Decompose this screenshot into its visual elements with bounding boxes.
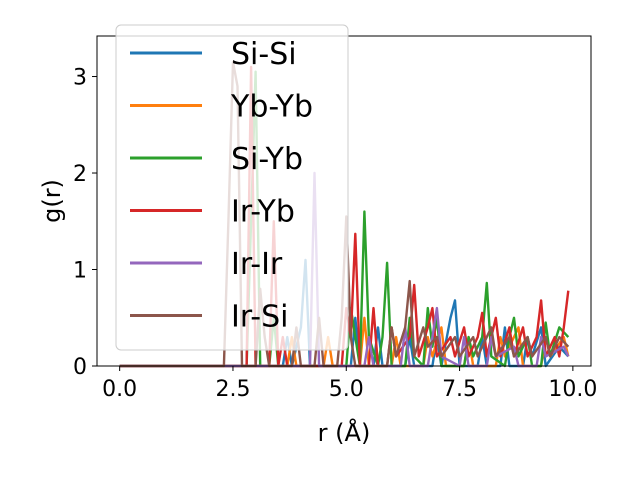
legend-label: Si-Yb (231, 142, 303, 177)
y-tick-label: 2 (73, 162, 87, 187)
x-axis-label: r (Å) (318, 418, 371, 447)
legend: Si-Si Yb-Yb Si-Yb Ir-Yb Ir-Ir Ir-Si (115, 24, 349, 351)
x-tick-label: 5.0 (329, 377, 364, 402)
x-axis: 0.0 2.5 5.0 7.5 10.0 (102, 366, 597, 402)
x-tick-label: 10.0 (548, 377, 597, 402)
y-tick-label: 0 (73, 355, 87, 380)
x-tick-label: 0.0 (102, 377, 137, 402)
legend-label: Ir-Ir (231, 247, 283, 282)
y-tick-label: 1 (73, 259, 87, 284)
y-tick-label: 3 (73, 66, 87, 91)
y-axis: 0 1 2 3 (73, 66, 97, 380)
x-tick-label: 2.5 (215, 377, 250, 402)
x-tick-label: 7.5 (442, 377, 477, 402)
legend-label: Ir-Si (231, 300, 288, 335)
legend-label: Si-Si (231, 37, 297, 72)
legend-label: Yb-Yb (230, 90, 313, 125)
y-axis-label: g(r) (38, 179, 66, 223)
legend-label: Ir-Yb (231, 195, 295, 230)
